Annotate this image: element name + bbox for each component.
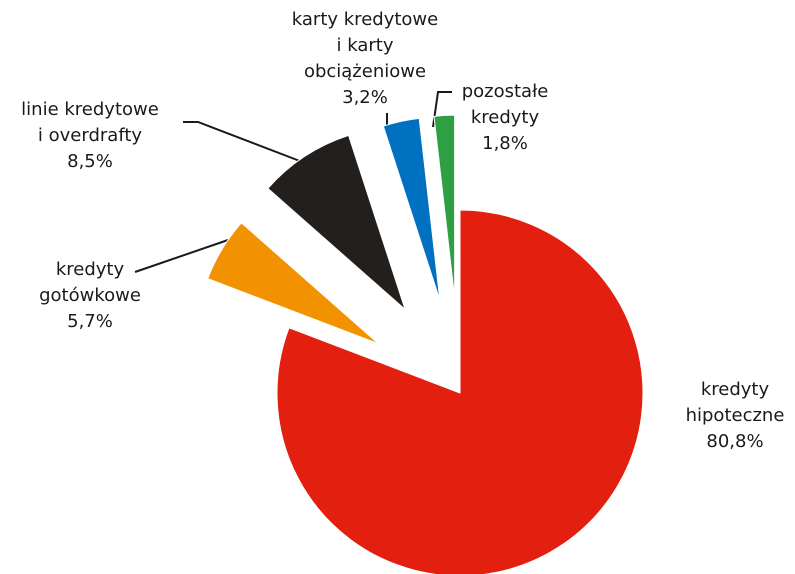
slice-label: karty kredytowe i karty obciążeniowe <box>291 9 439 82</box>
slice-label: kredyty gotówkowe <box>39 259 141 306</box>
leader-line <box>432 91 452 128</box>
pie-slice <box>267 134 407 312</box>
slice-label: kredyty hipoteczne <box>685 379 785 426</box>
value-label: 3,2% <box>342 87 388 108</box>
value-label: 1,8% <box>482 133 528 154</box>
pie-slice <box>433 114 456 299</box>
slice-label: pozostałe kredyty <box>461 81 549 128</box>
pie-slice <box>207 222 380 345</box>
leader-line <box>183 121 306 164</box>
slice-label: linie kredytowe i overdrafty <box>21 99 159 146</box>
pie-slice <box>276 209 644 574</box>
leader-line <box>134 239 229 273</box>
pie-slice <box>382 117 441 301</box>
value-label: 5,7% <box>67 311 113 332</box>
value-label: 80,8% <box>706 431 764 452</box>
value-label: 8,5% <box>67 151 113 172</box>
